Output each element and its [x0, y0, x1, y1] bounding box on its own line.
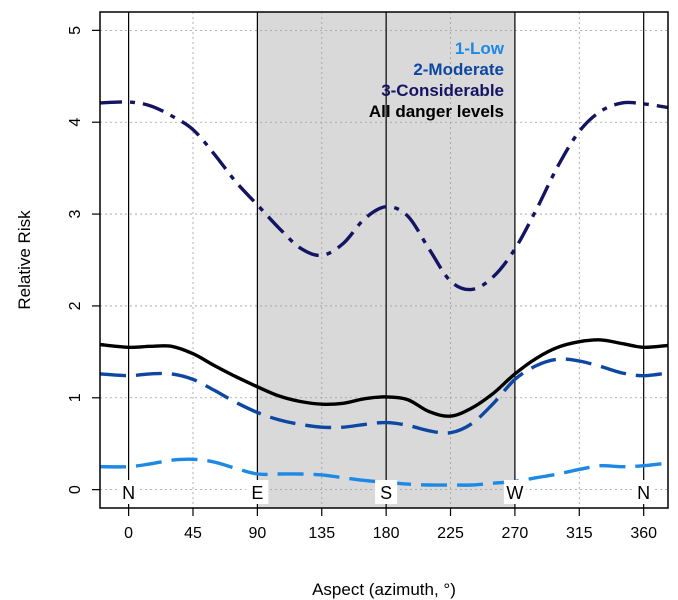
direction-label: W [503, 480, 526, 504]
direction-label-text: E [251, 483, 263, 503]
y-tick-label: 2 [67, 301, 84, 310]
y-tick-label: 4 [67, 118, 84, 127]
direction-label-bg [375, 480, 398, 504]
series-line-2-moderate [99, 357, 669, 435]
direction-label-bg [503, 480, 526, 504]
y-tick-label: 3 [67, 210, 84, 219]
x-tick-label: 225 [437, 525, 464, 542]
x-tick-label: 180 [373, 525, 400, 542]
x-tick-label: 270 [502, 525, 529, 542]
legend-entry: 3-Considerable [381, 81, 504, 100]
direction-label-text: W [506, 483, 523, 503]
legend-entry: 2-Moderate [413, 60, 504, 79]
direction-label-text: N [637, 483, 650, 503]
x-axis-label: Aspect (azimuth, °) [312, 580, 456, 599]
y-tick-label: 1 [67, 393, 84, 402]
direction-label: S [375, 480, 398, 504]
direction-label-text: S [380, 483, 392, 503]
x-tick-label: 315 [566, 525, 593, 542]
legend: 1-Low 2-Moderate 3-Considerable All danger … [369, 39, 505, 121]
direction-label-bg [246, 480, 269, 504]
x-tick-label: 360 [630, 525, 657, 542]
direction-label-text: N [122, 483, 135, 503]
direction-label: N [117, 480, 140, 504]
direction-label: N [632, 480, 655, 504]
y-tick-label: 5 [67, 26, 84, 35]
x-tick-label: 45 [184, 525, 202, 542]
series-line-all-danger-levels [99, 338, 669, 418]
y-tick-label: 0 [67, 485, 84, 494]
direction-lines-layer [128, 12, 645, 508]
plot-frame [99, 11, 669, 509]
y-axis-label: Relative Risk [15, 210, 34, 310]
direction-label-bg [117, 480, 140, 504]
x-axis-ticks: 0 45 90 135 180 225 270 315 360 [124, 508, 657, 542]
direction-label: E [246, 480, 269, 504]
direction-label-bg [632, 480, 655, 504]
x-tick-label: 135 [308, 525, 335, 542]
legend-entry: 1-Low [455, 39, 505, 58]
legend-entry: All danger levels [369, 102, 504, 121]
x-tick-label: 90 [248, 525, 266, 542]
y-axis-ticks: 0 1 2 3 4 5 [67, 26, 100, 494]
series-line-3-considerable [99, 100, 669, 292]
x-tick-label: 0 [124, 525, 133, 542]
